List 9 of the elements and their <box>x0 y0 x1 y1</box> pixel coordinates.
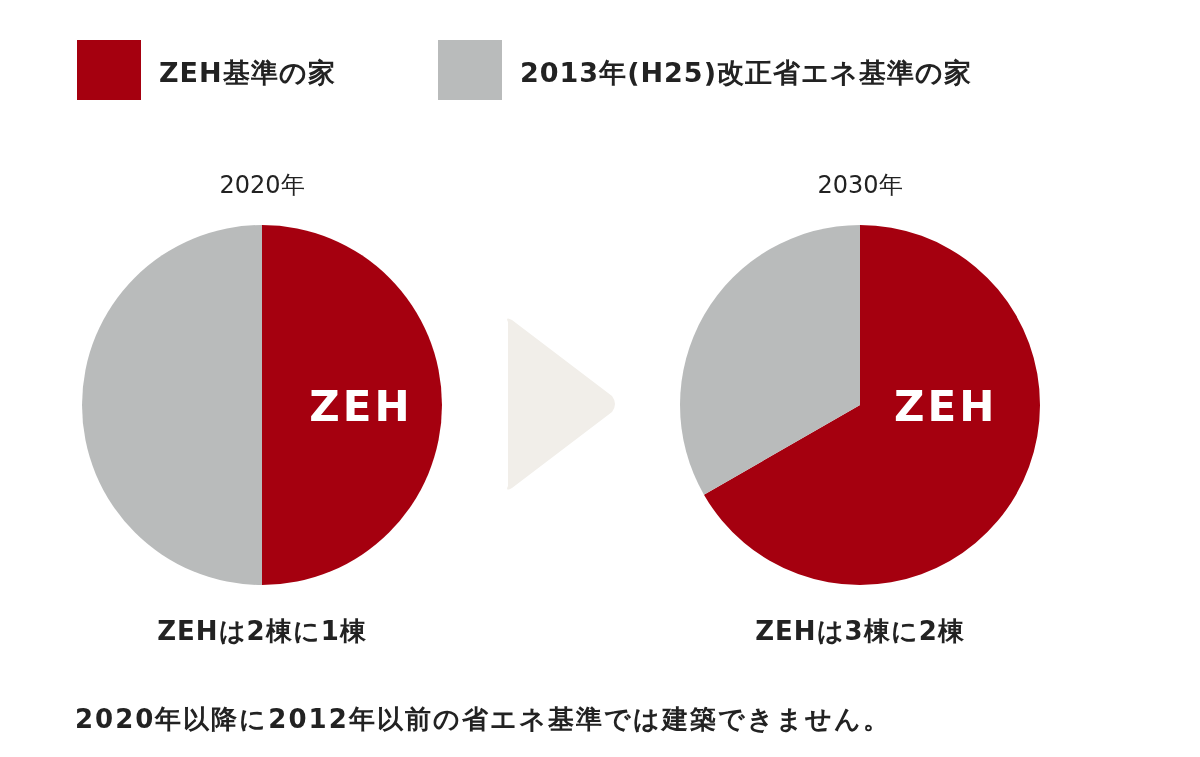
text: ZEH <box>309 382 413 431</box>
chart-title: 2030年 <box>817 171 903 199</box>
legend-label: 2013年(H25)改正省エネ基準の家 <box>520 57 972 88</box>
text: ZEHは2棟に1棟 <box>157 616 367 646</box>
text: 2020年 <box>219 171 305 199</box>
legend-label: ZEH基準の家 <box>159 57 336 88</box>
text: 2020年以降に2012年以前の省エネ基準では建築できません。 <box>75 704 891 734</box>
text: ZEHは3棟に2棟 <box>755 616 965 646</box>
text: ZEH <box>894 382 998 431</box>
